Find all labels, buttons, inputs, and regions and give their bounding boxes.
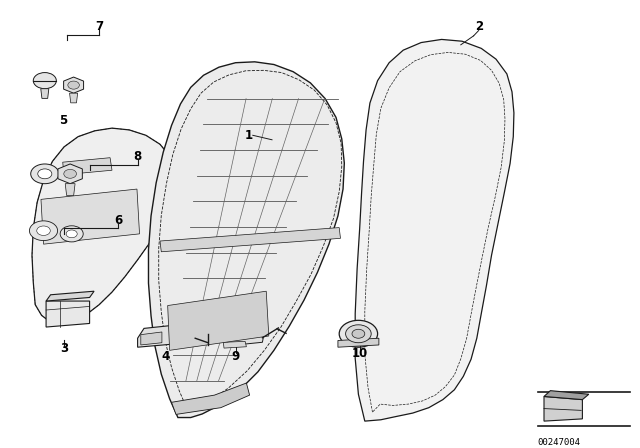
Circle shape (68, 81, 79, 89)
Circle shape (36, 226, 51, 236)
Polygon shape (141, 332, 162, 345)
Circle shape (31, 164, 59, 184)
Polygon shape (544, 396, 582, 421)
Circle shape (38, 169, 52, 179)
Text: 00247004: 00247004 (538, 438, 580, 447)
Polygon shape (172, 383, 250, 414)
Text: 6: 6 (115, 214, 122, 227)
Polygon shape (138, 326, 196, 347)
Circle shape (346, 325, 371, 343)
Polygon shape (160, 228, 340, 252)
Polygon shape (65, 184, 75, 195)
Circle shape (64, 169, 77, 178)
Polygon shape (168, 291, 269, 350)
Circle shape (352, 329, 365, 338)
Text: 2: 2 (475, 20, 483, 34)
Polygon shape (41, 189, 140, 244)
Polygon shape (41, 89, 49, 99)
Polygon shape (63, 77, 84, 93)
Text: 10: 10 (351, 346, 368, 360)
Text: 5: 5 (59, 113, 67, 127)
Polygon shape (544, 391, 589, 400)
Circle shape (66, 230, 77, 238)
Polygon shape (46, 301, 90, 327)
Text: 4: 4 (161, 349, 169, 363)
Text: 8: 8 (134, 150, 141, 164)
Circle shape (33, 73, 56, 89)
Polygon shape (32, 128, 174, 323)
Polygon shape (148, 62, 344, 418)
Polygon shape (58, 164, 83, 184)
Circle shape (339, 320, 378, 347)
Polygon shape (70, 93, 77, 103)
Circle shape (29, 221, 58, 241)
Circle shape (60, 226, 83, 242)
Text: 1: 1 (244, 129, 252, 142)
Text: 9: 9 (232, 349, 239, 363)
Polygon shape (355, 39, 514, 421)
Polygon shape (46, 291, 94, 301)
Text: 7: 7 (95, 20, 103, 34)
Text: 3: 3 (60, 342, 68, 355)
Polygon shape (227, 332, 264, 346)
Polygon shape (223, 341, 246, 348)
Polygon shape (338, 338, 379, 347)
Polygon shape (63, 158, 112, 175)
